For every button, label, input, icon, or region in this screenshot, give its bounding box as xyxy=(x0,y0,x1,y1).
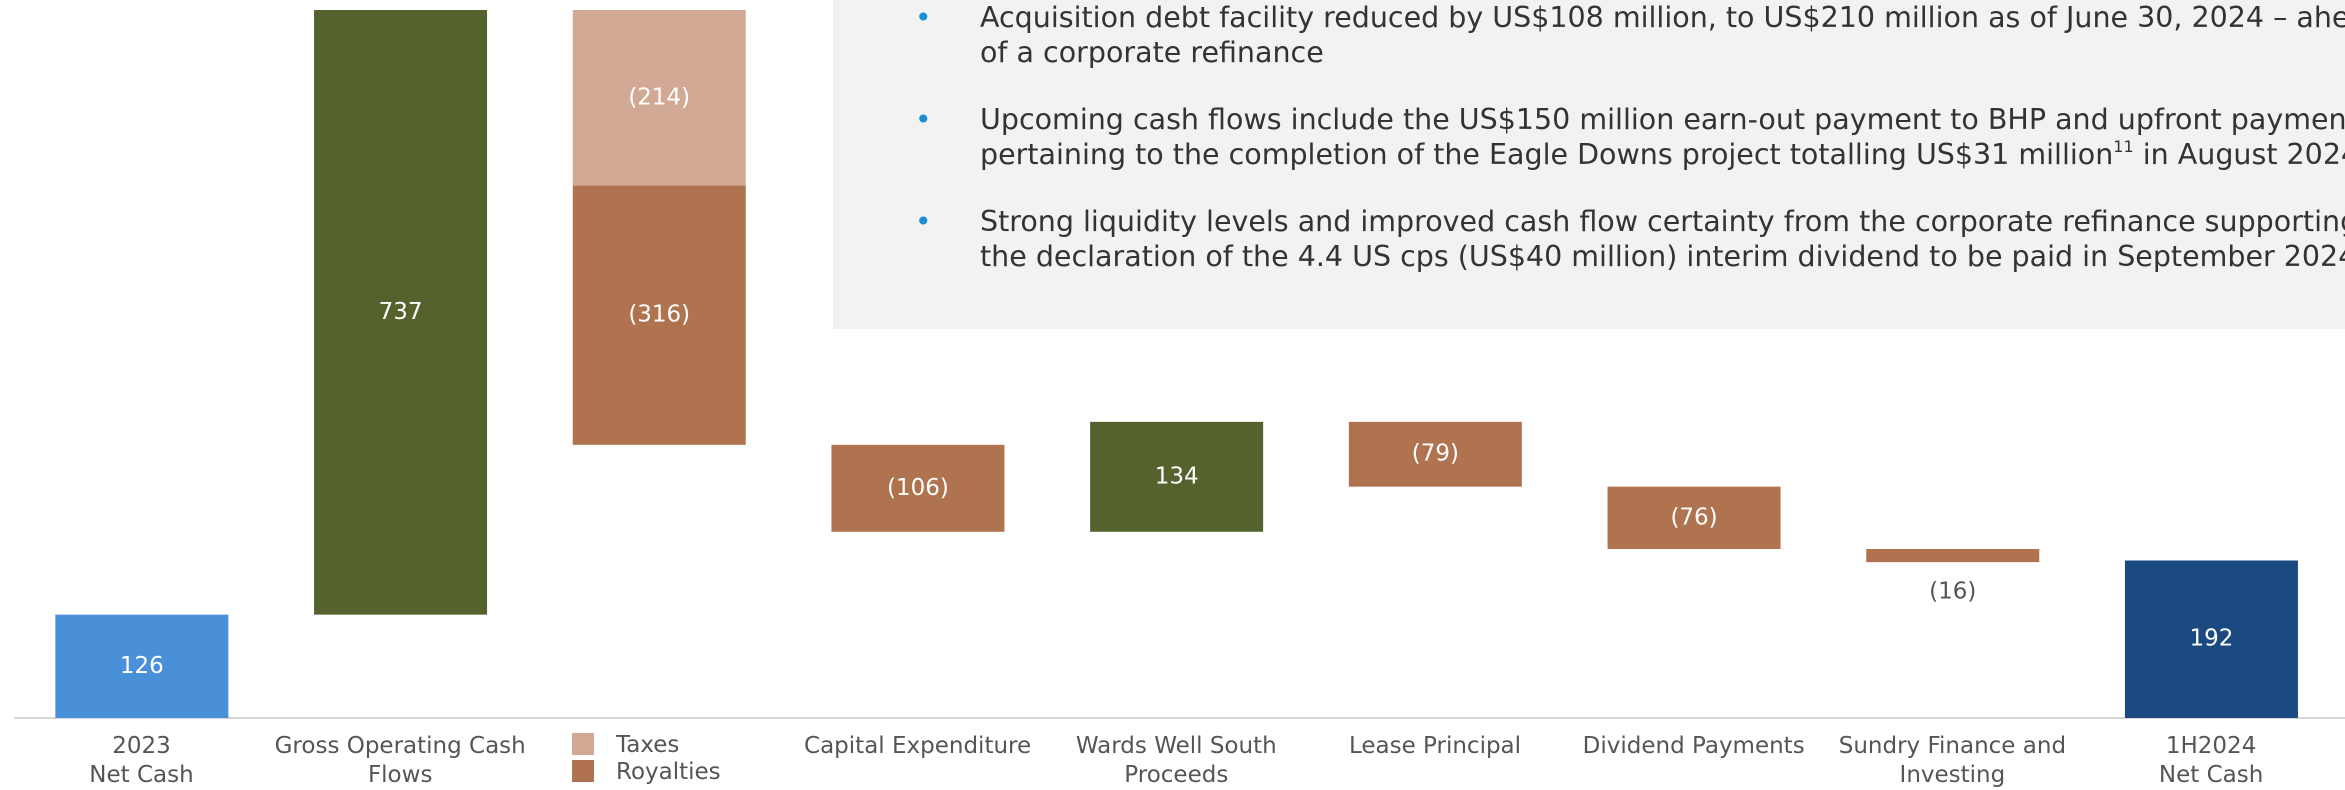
bullet: • xyxy=(915,1,932,34)
x-tick-label: Wards Well South Proceeds xyxy=(1075,733,1277,788)
note: • Upcoming cash flows include the US$150 … xyxy=(915,102,2345,172)
bar xyxy=(1090,421,1264,532)
x-tick-label: Lease Principal xyxy=(1348,733,1522,759)
value-label: (16) xyxy=(1929,579,1976,605)
legend-item: Taxes xyxy=(572,732,679,759)
bullet: • xyxy=(915,205,932,238)
note-line: of a corporate refinance xyxy=(980,36,1324,69)
value-label: 134 xyxy=(1155,463,1199,489)
x-tick-label: Capital Expenditure xyxy=(804,733,1032,759)
legend-item: Royalties xyxy=(572,759,721,786)
note: • Strong liquidity levels and improved ca… xyxy=(915,204,2345,274)
x-tick-label: 1H2024 Net Cash xyxy=(2158,733,2264,788)
bar xyxy=(55,614,229,718)
value-label: (76) xyxy=(1670,504,1717,530)
notes-box: • Acquisition debt facility reduced by US… xyxy=(833,0,2345,329)
value-label: 126 xyxy=(120,653,164,679)
note-line: Upcoming cash flows include the US$150 m… xyxy=(980,103,2345,136)
value-label: (79) xyxy=(1412,441,1459,467)
x-tick-label: 2023 Net Cash xyxy=(89,733,194,788)
bar xyxy=(314,10,488,615)
bullet: • xyxy=(915,103,932,136)
value-label: (214) xyxy=(628,84,690,110)
bar xyxy=(572,10,746,186)
bar xyxy=(1866,548,2040,563)
footnote-ref: 11 xyxy=(2113,137,2134,156)
value-label: (106) xyxy=(887,475,949,501)
note-line: the declaration of the 4.4 US cps (US$40… xyxy=(980,240,2345,273)
value-label: 192 xyxy=(2189,626,2233,652)
bar xyxy=(1607,486,1781,549)
bar xyxy=(2124,560,2298,718)
value-label: (316) xyxy=(628,302,690,328)
bar xyxy=(1348,421,1522,487)
legend-label: Taxes xyxy=(616,732,680,758)
bar xyxy=(831,444,1005,532)
legend-swatch xyxy=(572,733,594,755)
x-tick-label: Gross Operating Cash Flows xyxy=(274,733,526,788)
note-tail: in August 2024 xyxy=(2133,138,2345,171)
legend-swatch xyxy=(572,760,594,782)
note-line: Strong liquidity levels and improved cas… xyxy=(980,205,2345,238)
bar xyxy=(572,185,746,445)
value-label: 737 xyxy=(379,299,423,325)
note-line: Acquisition debt facility reduced by US$… xyxy=(980,1,2345,34)
note-line: pertaining to the completion of the Eagl… xyxy=(980,137,2345,172)
x-tick-label: Dividend Payments xyxy=(1582,733,1805,759)
x-tick-label: Sundry Finance and Investing xyxy=(1838,733,2067,788)
legend-label: Royalties xyxy=(616,759,721,785)
note: • Acquisition debt facility reduced by US… xyxy=(915,0,2345,70)
